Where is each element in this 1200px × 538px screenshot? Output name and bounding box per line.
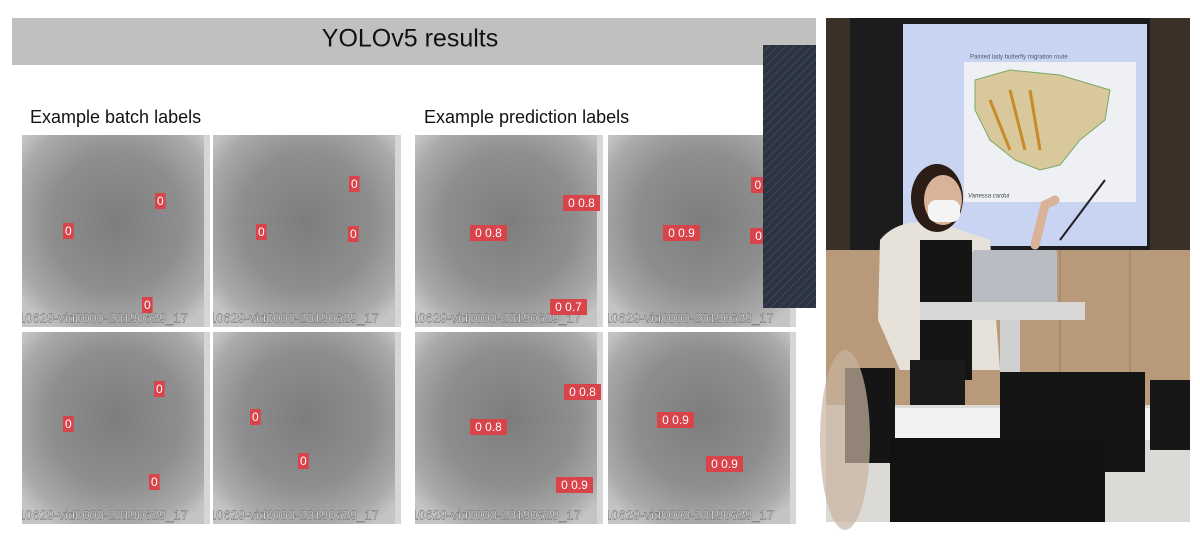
frame-edge — [395, 332, 401, 524]
frame-image: 10629-vid0000-20190629_17 0 0 — [209, 332, 401, 524]
ultrasound-frame — [415, 332, 603, 524]
label-box — [63, 223, 74, 239]
label-text: 0 — [350, 227, 357, 241]
section-heading: Example batch labels — [30, 107, 201, 127]
label-box — [564, 384, 601, 400]
frame-edge — [597, 332, 603, 524]
ultrasound-frame — [213, 332, 401, 524]
label-box — [155, 193, 166, 209]
label-box — [63, 416, 74, 432]
label-text: 0 — [300, 454, 307, 468]
frame-image: 10629-vid0000-20190629_17 0 0 0 — [209, 135, 401, 327]
label-text: 0 — [144, 298, 151, 312]
ultrasound-frame — [213, 135, 401, 327]
label-box — [550, 299, 587, 315]
title-bar — [12, 18, 816, 65]
label-text: 0 0.8 — [568, 196, 595, 210]
label-box — [663, 225, 700, 241]
label-box — [470, 225, 507, 241]
laptop — [972, 250, 1057, 305]
label-text: 0 — [151, 475, 158, 489]
pants — [910, 360, 965, 410]
image-caption: 10629-vid0000-20190629_17 — [604, 507, 774, 522]
ultrasound-frame — [415, 135, 603, 327]
label-text: 0 — [65, 224, 72, 238]
frame-edge — [395, 135, 401, 327]
label-text: 0 0.9 — [711, 457, 738, 471]
screen-caption: Vanessa cardui — [968, 194, 1010, 200]
pointer — [1059, 179, 1106, 241]
label-text: 0 — [258, 225, 265, 239]
section-heading: Example prediction labels — [424, 107, 629, 127]
foreground-blur — [820, 350, 870, 530]
label-box — [348, 226, 359, 242]
frame-image: 10629-vid0000-20190629_17 0 0.8 0 0.8 0 0.9 — [411, 332, 603, 524]
label-text: 0 0.8 — [475, 226, 502, 240]
label-text: 0 0.9 — [668, 226, 695, 240]
label-box — [563, 195, 600, 211]
frame-edge — [204, 135, 210, 327]
label-text: 0 0.8 — [475, 420, 502, 434]
label-box — [250, 409, 261, 425]
label-box — [349, 176, 360, 192]
frame-image: 10629-vid0000-20190629_17 0 0 0 — [18, 332, 210, 524]
image-caption: 10629-vid0000-20190629_17 — [209, 507, 379, 522]
frame-edge — [790, 332, 796, 524]
chair — [890, 438, 1105, 522]
label-box — [706, 456, 743, 472]
label-text: 0 — [156, 382, 163, 396]
mask — [928, 200, 960, 222]
label-box — [657, 412, 694, 428]
label-box — [298, 453, 309, 469]
image-caption: 10629-vid0000-20190629_17 — [18, 310, 188, 325]
ultrasound-frame — [608, 332, 796, 524]
label-box — [256, 224, 267, 240]
label-box — [149, 474, 160, 490]
ultrasound-frame — [22, 135, 210, 327]
lectern-top — [920, 302, 1085, 320]
raised-arm — [1030, 195, 1060, 250]
image-caption: 10629-vid0000-20190629_17 — [411, 507, 581, 522]
label-text: 0 — [252, 410, 259, 424]
frame-image: 10629-vid0000-20190629_17 0 0.8 0 0.8 0 0.7 — [411, 135, 603, 327]
slide-title: YOLOv5 results — [322, 25, 498, 53]
label-box — [154, 381, 165, 397]
label-text: 0 0.7 — [555, 300, 582, 314]
label-box — [556, 477, 593, 493]
label-text: 0 — [157, 194, 164, 208]
image-caption: 10629-vid0000-20190629_17 — [411, 310, 581, 325]
photo: Painted lady butterfly migration route V… — [820, 18, 1190, 530]
label-box — [470, 419, 507, 435]
label-text: 0 0.8 — [569, 385, 596, 399]
label-box — [142, 297, 153, 313]
route-lines — [988, 89, 1042, 151]
frame-edge — [204, 332, 210, 524]
frame-image: 10629-vid0000-20190629_17 0 0.9 0 0.9 — [604, 332, 796, 524]
screen-title: Painted lady butterfly migration route — [970, 55, 1068, 61]
label-text: 0 — [351, 177, 358, 191]
ultrasound-frame — [22, 332, 210, 524]
camera-overlay — [763, 45, 816, 308]
label-text: 0 0.9 — [561, 478, 588, 492]
label-text: 0 — [65, 417, 72, 431]
image-caption: 10629-vid0000-20190629_17 — [18, 507, 188, 522]
image-caption: 10629-vid0000-20190629_17 — [209, 310, 379, 325]
label-text: 0 0.9 — [662, 413, 689, 427]
chair — [1150, 380, 1190, 450]
image-caption: 10629-vid0000-20190629_17 — [604, 310, 774, 325]
frame-edge — [597, 135, 603, 327]
